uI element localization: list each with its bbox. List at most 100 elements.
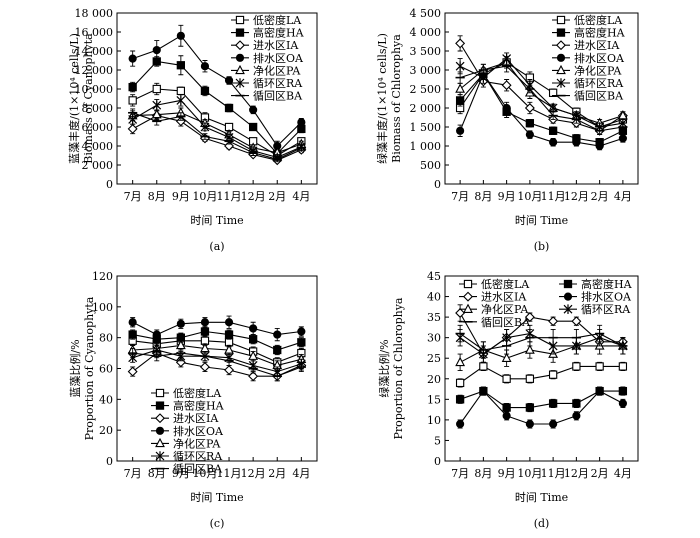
data-point [571, 316, 582, 327]
y-tick-label: 14 000 [75, 45, 114, 58]
marker-shape [563, 292, 573, 301]
data-point [502, 411, 511, 420]
marker-shape [549, 419, 558, 429]
data-point [456, 126, 465, 135]
data-point [524, 103, 535, 113]
marker-shape [176, 95, 186, 106]
marker-shape [556, 53, 566, 62]
series-line [132, 112, 302, 154]
data-point [152, 100, 162, 110]
data-point [455, 96, 465, 105]
y-tick-label: 1 000 [410, 140, 442, 153]
legend-item-oa: 排水区OA [559, 290, 632, 304]
x-tick-label: 11月 [541, 467, 566, 480]
legend-label: 进水区IA [574, 39, 620, 52]
legend-item-pa: 净化区PA [151, 436, 221, 450]
marker-shape [224, 330, 234, 339]
marker-shape [524, 344, 535, 354]
y-axis-title-en: Proportion of Chlorophya [392, 297, 405, 439]
marker-shape [524, 312, 535, 323]
data-point [572, 399, 581, 408]
marker-shape [549, 138, 558, 147]
data-point [502, 403, 511, 412]
legend-marker [235, 28, 245, 37]
legend-item-la: 低密度LA [231, 13, 302, 27]
marker-shape [155, 437, 165, 448]
marker-shape [200, 327, 210, 336]
marker-shape [556, 28, 566, 37]
legend-label: 高密度HA [574, 26, 626, 40]
series-la [455, 361, 628, 388]
marker-shape [456, 419, 465, 429]
legend-item-pa: 净化区PA [552, 63, 622, 77]
data-point [199, 361, 210, 372]
legend-label: 净化区PA [574, 63, 622, 77]
marker-shape [155, 388, 165, 398]
legend-marker [235, 15, 245, 25]
marker-shape [595, 141, 604, 151]
data-point [176, 319, 185, 328]
series-oa [128, 24, 306, 152]
series-line [132, 344, 302, 366]
legend-item-la: 低密度LA [552, 13, 623, 27]
marker-shape [200, 62, 210, 71]
data-point [455, 83, 466, 93]
series-ba [455, 324, 628, 359]
x-tick-label: 2月 [268, 467, 286, 480]
marker-shape [455, 378, 465, 388]
y-axis-title-cn: 蓝藻丰度/(1×10⁴ cells/L) [67, 33, 81, 164]
data-point [200, 86, 210, 96]
legend-item-ha: 高密度HA [552, 26, 626, 40]
data-point [595, 141, 604, 151]
legend-marker [155, 437, 165, 448]
y-tick-label: 16 000 [75, 26, 114, 39]
data-point [152, 330, 161, 339]
x-tick-label: 10月 [517, 467, 542, 480]
marker-shape [152, 45, 161, 55]
marker-shape [463, 303, 473, 313]
legend-item-ba: 循回区BA [231, 90, 303, 103]
marker-shape [152, 84, 161, 94]
data-point [479, 362, 488, 371]
x-tick-label: 7月 [451, 190, 469, 203]
data-point [128, 54, 137, 63]
marker-shape [155, 451, 165, 461]
x-tick-label: 11月 [217, 467, 242, 480]
legend-marker [463, 303, 473, 313]
series-line [459, 390, 624, 425]
marker-shape [563, 279, 573, 289]
legend-label: 循环区RA [253, 77, 303, 90]
legend-item-oa: 排水区OA [552, 51, 625, 65]
data-point [297, 338, 306, 347]
marker-shape [463, 291, 473, 302]
marker-shape [127, 123, 138, 134]
legend-label: 循回区BA [173, 463, 223, 476]
data-point [572, 362, 581, 371]
marker-shape [152, 100, 162, 110]
marker-shape [455, 356, 466, 367]
y-tick-label: 10 [427, 414, 441, 427]
data-point [456, 419, 465, 429]
data-point [525, 419, 534, 429]
marker-shape [155, 413, 165, 424]
y-tick-label: 18 000 [75, 7, 114, 20]
legend-label: 高密度HA [253, 26, 305, 40]
y-tick-label: 2 500 [410, 83, 442, 96]
data-point [548, 370, 558, 379]
series-ba [455, 60, 628, 136]
data-point [524, 344, 535, 354]
legend-marker [563, 292, 573, 301]
data-point [128, 330, 137, 339]
data-point [249, 324, 258, 333]
x-tick-label: 2月 [591, 190, 609, 203]
data-point [548, 316, 559, 327]
data-point [501, 80, 512, 91]
marker-shape [479, 362, 488, 371]
marker-shape [455, 96, 465, 105]
legend-label: 净化区PA [173, 436, 221, 450]
data-point [128, 96, 137, 105]
marker-shape [556, 64, 566, 75]
